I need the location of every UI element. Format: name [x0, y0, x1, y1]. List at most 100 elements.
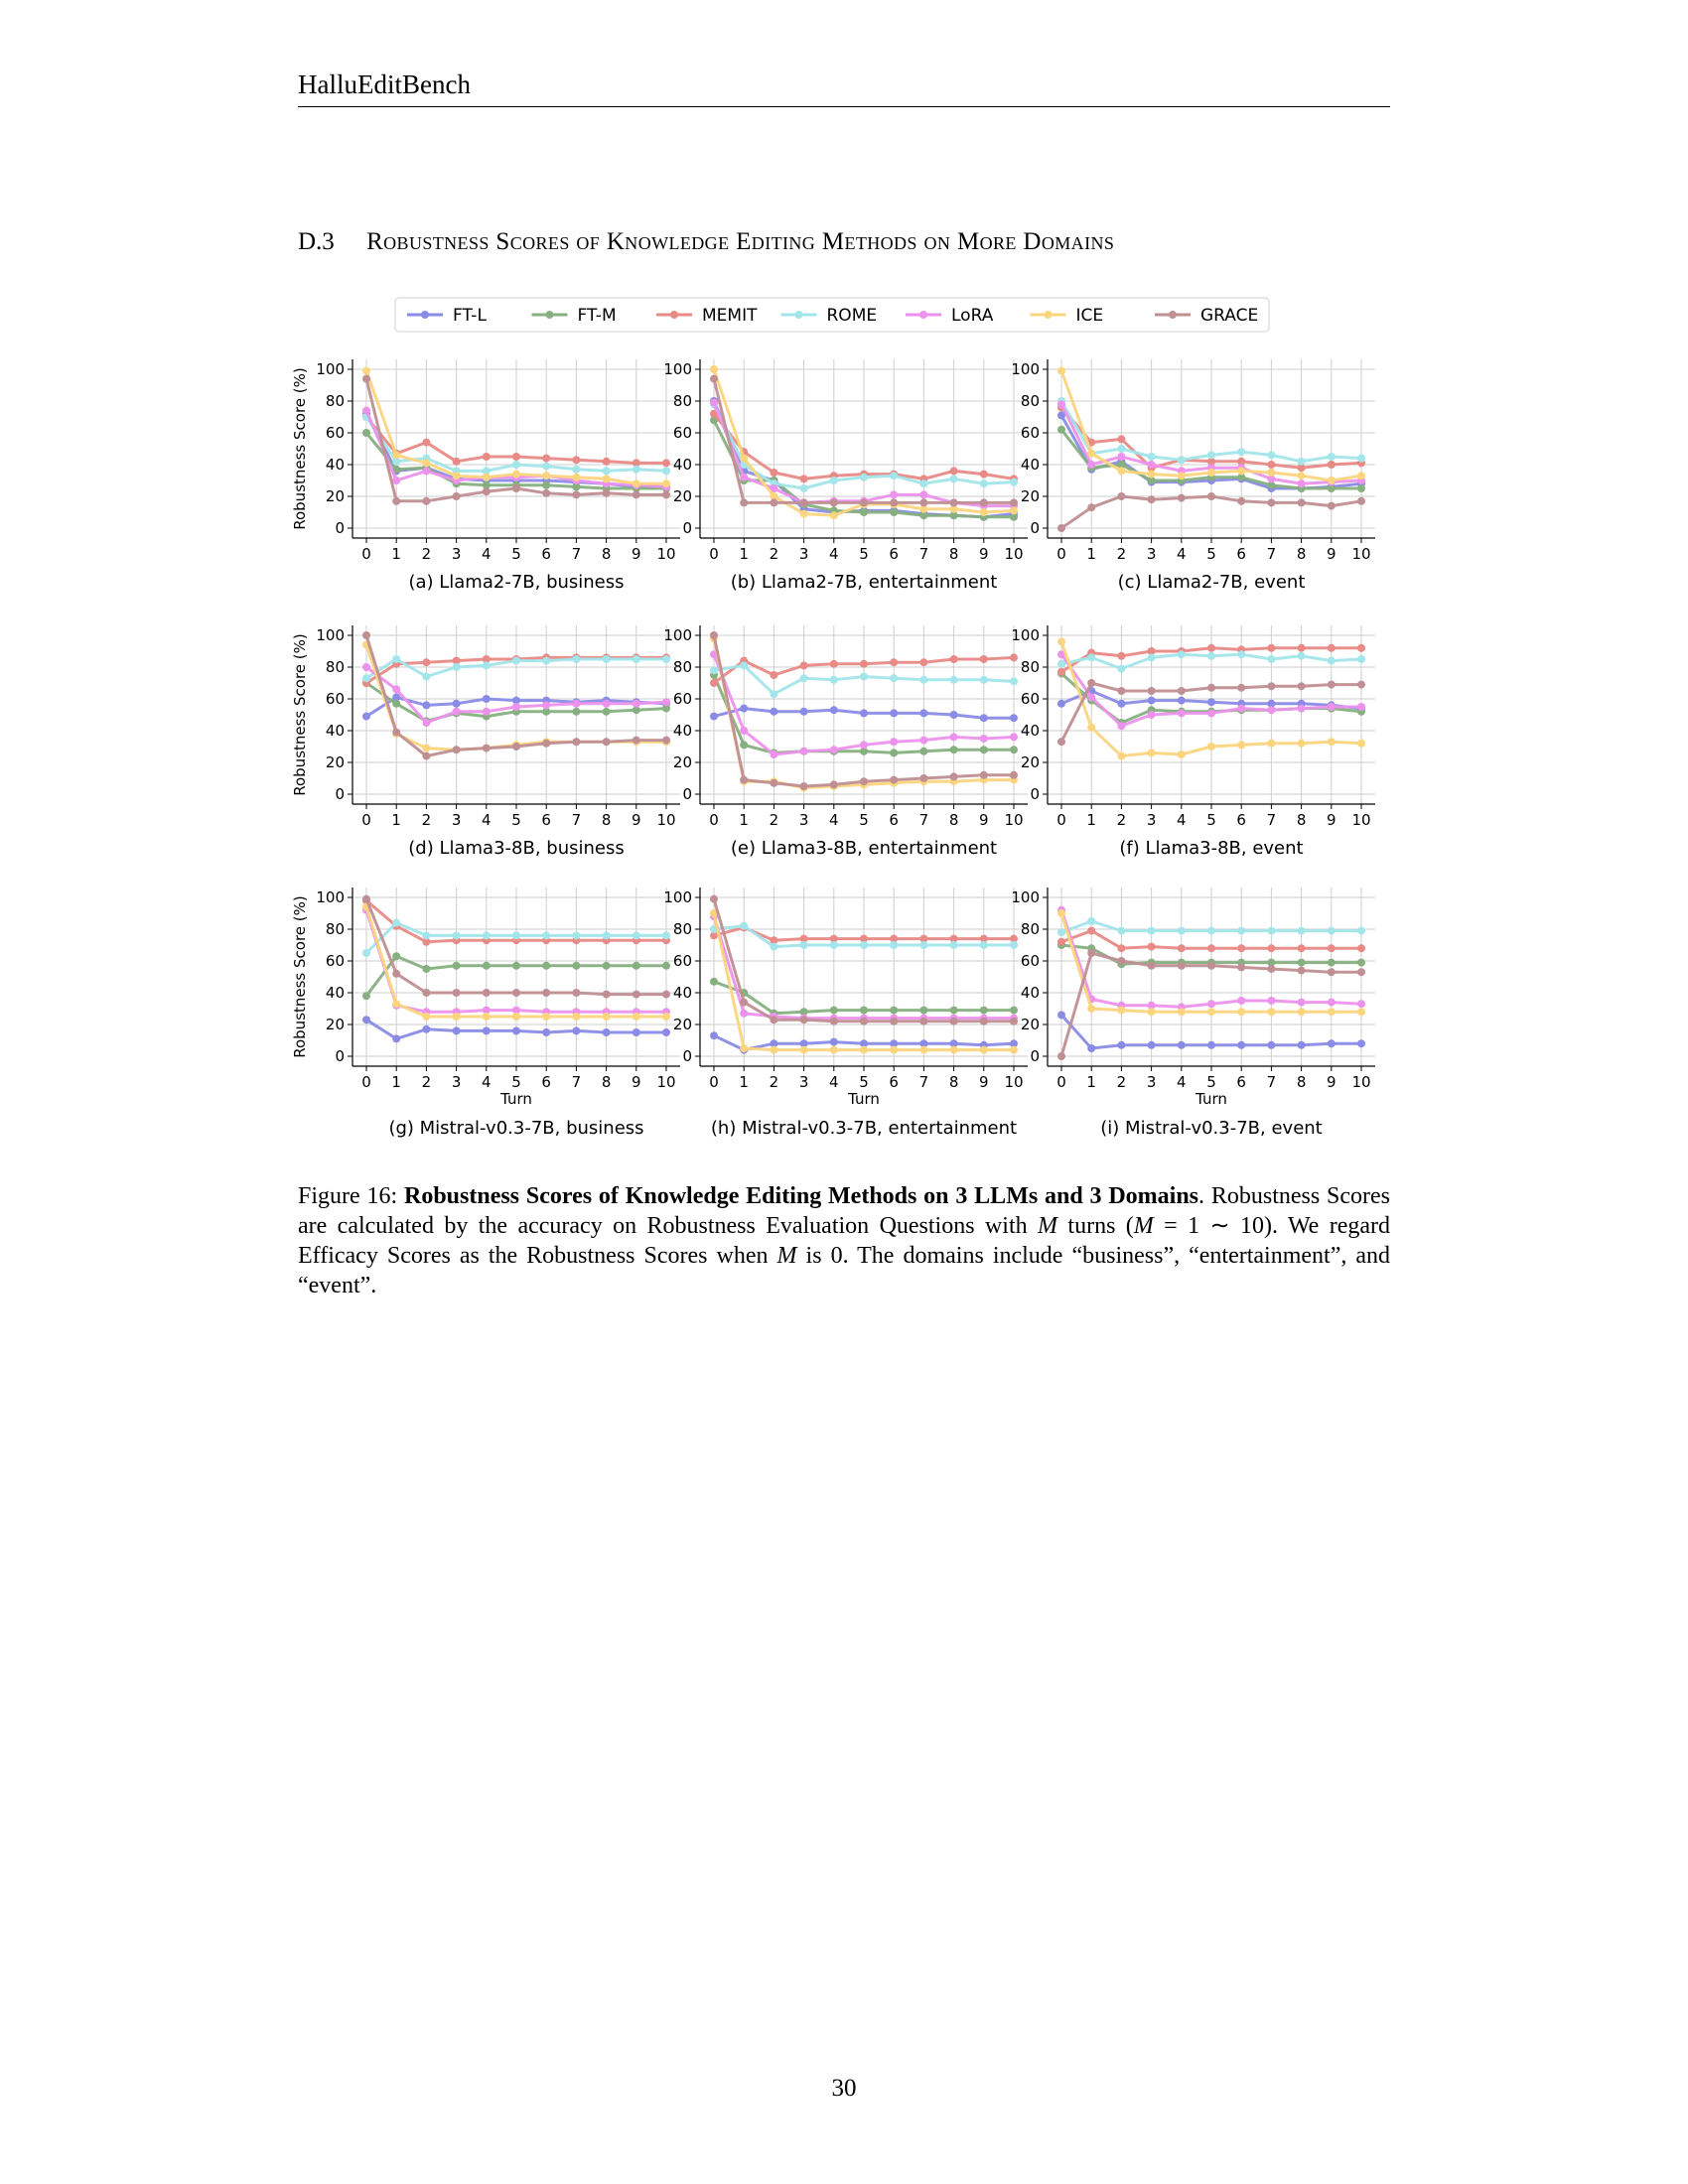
data-point	[740, 454, 749, 463]
data-point	[1010, 1017, 1018, 1025]
data-point	[482, 487, 491, 496]
legend-marker	[919, 311, 927, 319]
data-point	[1057, 659, 1065, 668]
x-axis-label: Turn	[499, 1090, 532, 1108]
data-point	[1327, 501, 1336, 510]
data-point	[632, 961, 640, 970]
y-tick-label: 40	[673, 984, 692, 1002]
data-point	[949, 934, 958, 943]
data-point	[1357, 968, 1365, 977]
legend-entry-memit: MEMIT	[656, 306, 758, 326]
data-point	[919, 490, 928, 499]
data-point	[512, 1026, 520, 1035]
data-point	[1117, 722, 1126, 731]
data-point	[1357, 739, 1365, 748]
data-point	[770, 671, 778, 679]
data-point	[1117, 461, 1126, 469]
subplot-title: (d) Llama3-8B, business	[408, 838, 624, 859]
data-point	[1207, 743, 1215, 751]
data-point	[422, 719, 431, 727]
y-tick-label: 0	[335, 1047, 345, 1065]
data-point	[1327, 1039, 1336, 1048]
data-point	[1297, 464, 1306, 473]
data-point	[770, 1045, 778, 1054]
y-tick-label: 0	[1030, 785, 1040, 803]
data-point	[1267, 475, 1276, 483]
data-point	[1087, 679, 1096, 687]
data-point	[740, 1009, 749, 1018]
data-point	[919, 511, 928, 520]
data-point	[1267, 944, 1276, 953]
data-point	[860, 934, 868, 943]
x-tick-label: 0	[1056, 811, 1066, 829]
data-point	[979, 934, 988, 943]
data-point	[602, 1028, 611, 1036]
series-grace	[710, 894, 1018, 1025]
caption-var-m-1: M	[1038, 1213, 1058, 1239]
data-point	[829, 1017, 838, 1025]
data-point	[572, 465, 581, 474]
x-tick-label: 9	[1327, 1073, 1336, 1091]
data-point	[1117, 957, 1126, 965]
y-tick-label: 100	[663, 888, 692, 906]
x-tick-label: 10	[1004, 545, 1023, 563]
data-point	[572, 655, 581, 663]
data-point	[392, 457, 401, 466]
data-point	[1087, 949, 1096, 957]
data-point	[949, 675, 958, 684]
legend: FT-L FT-M MEMIT ROME LoRA ICE GRACE	[394, 297, 1270, 333]
data-point	[1267, 706, 1276, 715]
series-memit	[1057, 926, 1365, 953]
caption-label: Figure 16:	[298, 1183, 398, 1209]
data-point	[1357, 472, 1365, 480]
data-point	[392, 1000, 401, 1009]
caption-var-m-3: M	[776, 1243, 797, 1269]
data-point	[482, 1026, 491, 1035]
x-tick-label: 0	[709, 1073, 719, 1091]
data-point	[1297, 926, 1306, 935]
data-point	[1207, 451, 1215, 460]
caption-text-2: turns	[1067, 1213, 1116, 1239]
data-point	[1117, 944, 1126, 953]
data-point	[860, 741, 868, 750]
x-tick-label: 0	[1056, 545, 1066, 563]
data-point	[890, 472, 899, 480]
y-tick-label: 0	[1030, 1047, 1040, 1065]
data-point	[919, 941, 928, 949]
data-point	[1297, 457, 1306, 466]
x-tick-label: 9	[1327, 811, 1336, 829]
data-point	[1327, 477, 1336, 484]
series-grace	[362, 631, 670, 760]
data-point	[422, 438, 431, 447]
data-point	[890, 749, 899, 757]
data-point	[1057, 1052, 1065, 1060]
y-tick-label: 80	[673, 920, 692, 938]
data-point	[829, 780, 838, 789]
data-point	[1267, 997, 1276, 1005]
data-point	[949, 1006, 958, 1015]
data-point	[602, 475, 611, 483]
x-tick-label: 4	[1177, 545, 1187, 563]
data-point	[1117, 926, 1126, 935]
y-tick-label: 80	[1021, 920, 1040, 938]
data-point	[1237, 944, 1246, 953]
legend-marker	[421, 311, 429, 319]
data-point	[362, 1016, 370, 1024]
subplot-title: (f) Llama3-8B, event	[1119, 838, 1303, 859]
data-point	[482, 1006, 491, 1015]
data-point	[1207, 926, 1215, 935]
data-point	[1177, 687, 1186, 695]
series-ft-m	[710, 416, 1018, 521]
data-point	[829, 498, 838, 507]
data-point	[422, 931, 431, 940]
legend-entry-lora: LoRA	[906, 306, 994, 326]
data-point	[1327, 998, 1336, 1007]
x-tick-label: 4	[829, 1073, 839, 1091]
x-tick-label: 10	[656, 1073, 675, 1091]
data-point	[770, 498, 778, 507]
data-point	[979, 746, 988, 754]
data-point	[1237, 457, 1246, 466]
data-point	[452, 961, 461, 970]
data-point	[919, 1039, 928, 1048]
